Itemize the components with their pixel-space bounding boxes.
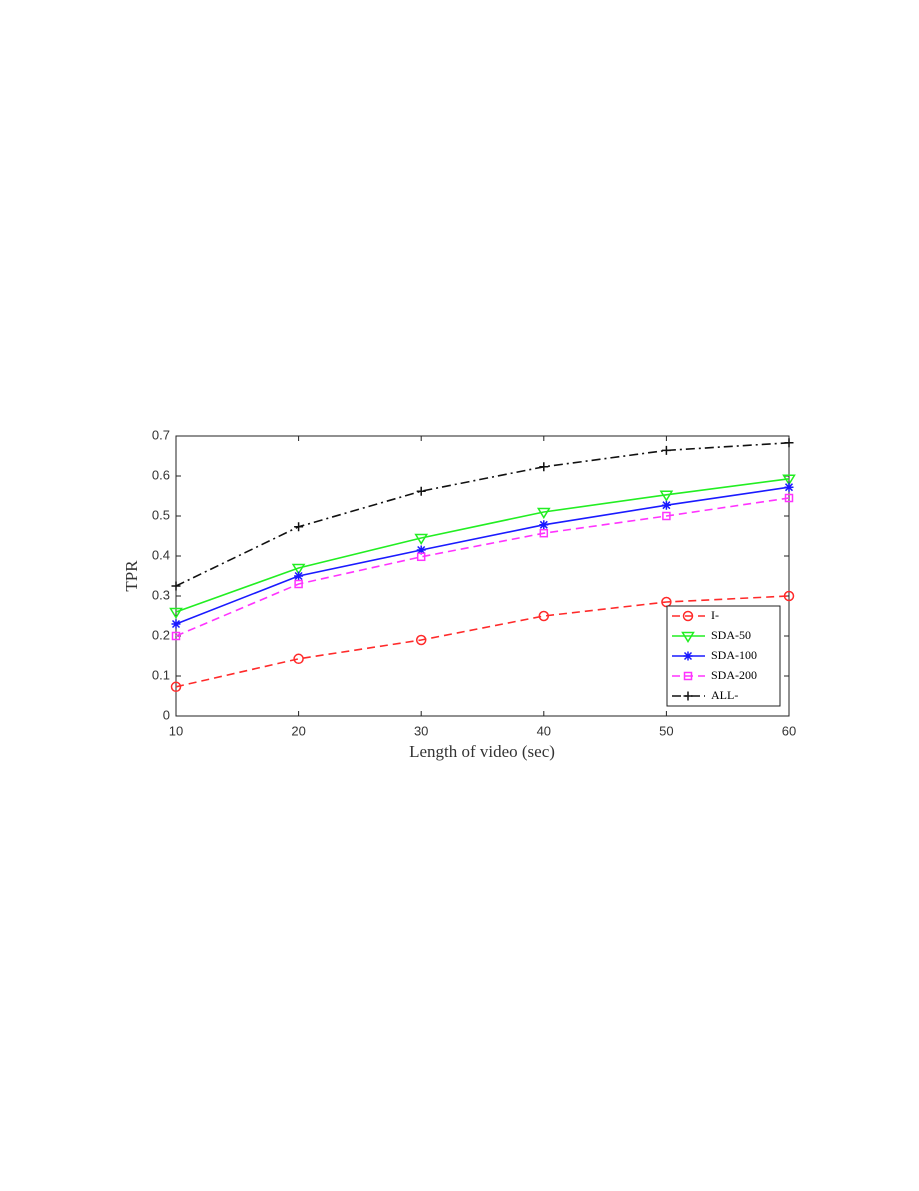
- series-line: [175, 497, 790, 637]
- y-tick-label: 0.3: [152, 587, 170, 602]
- series-line: [175, 486, 790, 625]
- x-tick-label: 20: [291, 723, 305, 738]
- marker: [536, 507, 551, 519]
- marker: [661, 500, 671, 510]
- x-tick-label: 50: [659, 723, 673, 738]
- marker: [539, 462, 549, 472]
- y-tick-label: 0.4: [152, 547, 170, 562]
- marker: [661, 596, 672, 608]
- x-tick-label: 40: [537, 723, 551, 738]
- legend-label: SDA-200: [711, 668, 757, 682]
- legend-label: ALL-: [711, 688, 738, 702]
- series-line: [175, 595, 790, 688]
- marker: [171, 581, 181, 591]
- marker: [784, 493, 794, 503]
- marker: [415, 634, 427, 646]
- marker: [538, 610, 550, 622]
- y-tick-label: 0.2: [152, 627, 170, 642]
- marker: [416, 545, 426, 555]
- legend-label: SDA-50: [711, 628, 751, 642]
- marker: [782, 474, 796, 486]
- x-tick-label: 30: [414, 723, 428, 738]
- marker: [661, 445, 671, 455]
- marker: [416, 552, 426, 562]
- marker: [169, 607, 183, 619]
- marker: [291, 563, 306, 575]
- y-tick-label: 0.6: [152, 467, 170, 482]
- x-axis-label: Length of video (sec): [409, 742, 555, 761]
- legend-marker: [683, 691, 693, 701]
- marker: [294, 571, 304, 581]
- series-line: [175, 442, 790, 587]
- y-tick-label: 0: [163, 707, 170, 722]
- legend-marker: [681, 631, 695, 643]
- legend-label: SDA-100: [711, 648, 757, 662]
- marker: [539, 520, 549, 530]
- marker: [171, 631, 181, 641]
- y-tick-label: 0.1: [152, 667, 170, 682]
- y-tick-label: 0.7: [152, 427, 170, 442]
- marker: [539, 528, 549, 538]
- legend-marker: [683, 671, 693, 681]
- marker: [414, 533, 429, 545]
- legend-label: I-: [711, 608, 719, 622]
- marker: [170, 681, 182, 693]
- y-axis-label: TPR: [122, 560, 141, 592]
- x-tick-label: 10: [169, 723, 183, 738]
- marker: [784, 482, 794, 492]
- marker: [294, 579, 303, 589]
- marker: [659, 490, 674, 502]
- marker: [294, 522, 304, 532]
- series-line: [175, 478, 790, 613]
- marker: [783, 590, 795, 602]
- legend-marker: [682, 610, 694, 622]
- x-tick-label: 60: [782, 723, 796, 738]
- marker: [293, 653, 304, 665]
- marker: [784, 438, 794, 448]
- y-tick-label: 0.5: [152, 507, 170, 522]
- marker: [416, 486, 426, 496]
- marker: [171, 619, 181, 629]
- marker: [662, 511, 671, 521]
- legend-marker: [683, 651, 693, 661]
- plot-frame: [175, 435, 790, 717]
